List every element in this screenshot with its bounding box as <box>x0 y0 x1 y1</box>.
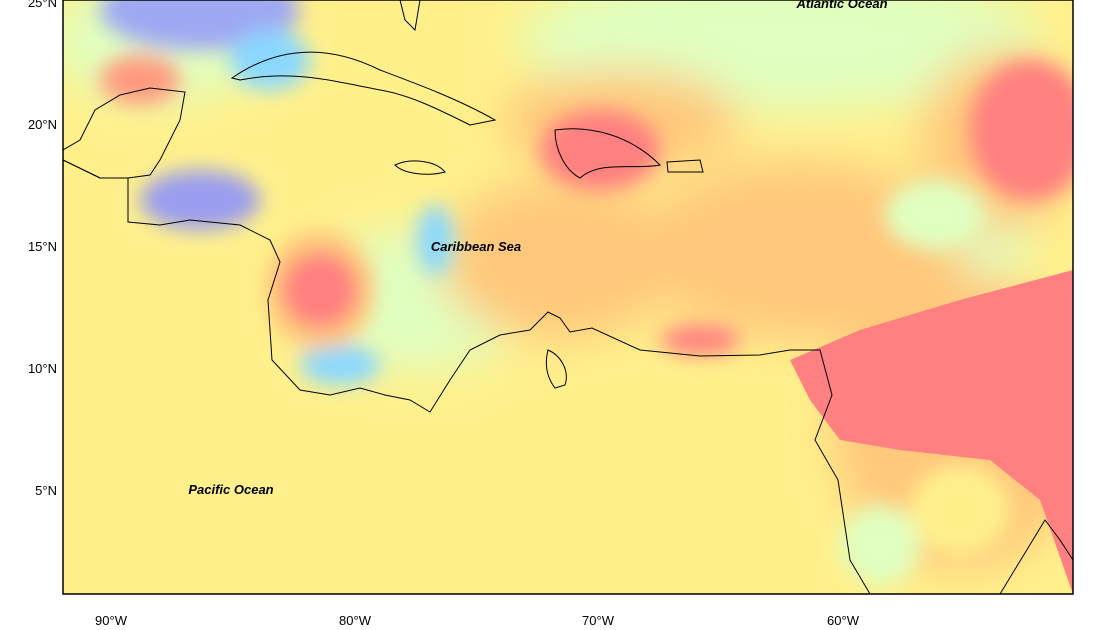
lat-tick-label: 20°N <box>28 117 57 132</box>
lat-tick-label: 5°N <box>35 483 57 498</box>
lat-tick-label: 15°N <box>28 239 57 254</box>
lon-tick-label: 90°W <box>95 613 128 628</box>
lon-tick-label: 80°W <box>339 613 372 628</box>
field <box>63 0 1073 594</box>
lat-tick-label: 10°N <box>28 361 57 376</box>
lat-tick-label: 25°N <box>28 0 57 10</box>
map-frame <box>62 0 1074 595</box>
ocean-label: Pacific Ocean <box>188 482 273 497</box>
lon-tick-label: 70°W <box>582 613 615 628</box>
lon-tick-label: 60°W <box>827 613 860 628</box>
ocean-label: Caribbean Sea <box>431 239 521 254</box>
ocean-label: Atlantic Ocean <box>795 0 887 11</box>
